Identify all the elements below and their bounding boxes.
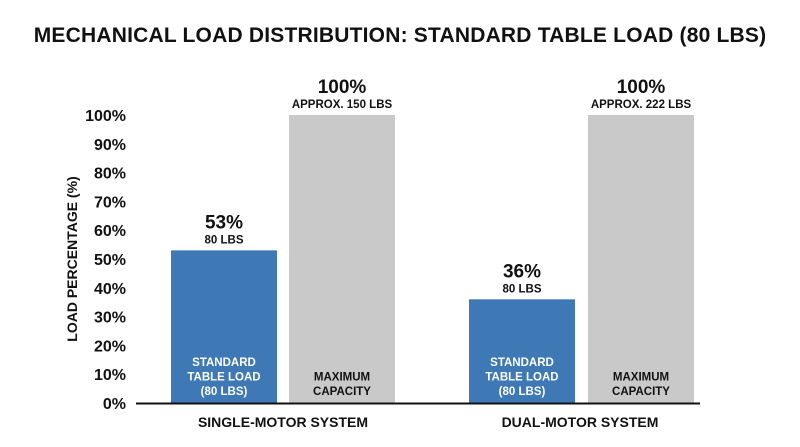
y-tick-label: 90% xyxy=(94,137,126,154)
bar-inner-label: (80 LBS) xyxy=(499,386,546,398)
bar-inner-label: (80 LBS) xyxy=(201,386,248,398)
y-tick-label: 0% xyxy=(103,396,126,413)
data-label-percent: 100% xyxy=(318,77,367,98)
x-group-label: SINGLE-MOTOR SYSTEM xyxy=(198,414,368,430)
bar-inner-label: TABLE LOAD xyxy=(187,372,260,384)
bar-inner-label: MAXIMUM xyxy=(613,372,669,384)
data-label-weight: 80 LBS xyxy=(205,234,244,246)
bar-inner-label: MAXIMUM xyxy=(314,372,370,384)
bar xyxy=(289,115,395,403)
data-label-percent: 100% xyxy=(617,77,666,98)
data-label-percent: 36% xyxy=(503,261,541,282)
y-tick-label: 10% xyxy=(94,367,126,384)
y-tick-label: 40% xyxy=(94,281,126,298)
bar-inner-label: TABLE LOAD xyxy=(485,372,558,384)
y-tick-label: 60% xyxy=(94,223,126,240)
y-axis-label: LOAD PERCENTAGE (%) xyxy=(64,176,80,341)
bar-inner-label: STANDARD xyxy=(490,357,554,369)
bar-inner-label: STANDARD xyxy=(192,357,256,369)
y-tick-label: 100% xyxy=(85,108,126,125)
y-tick-label: 30% xyxy=(94,310,126,327)
y-tick-label: 70% xyxy=(94,194,126,211)
data-label-weight: APPROX. 222 LBS xyxy=(591,99,692,111)
data-label-weight: APPROX. 150 LBS xyxy=(292,99,393,111)
bar-inner-label: CAPACITY xyxy=(313,386,371,398)
y-tick-label: 80% xyxy=(94,166,126,183)
data-label-weight: 80 LBS xyxy=(503,283,542,295)
bar xyxy=(469,299,575,403)
bar-inner-label: CAPACITY xyxy=(612,386,670,398)
x-group-label: DUAL-MOTOR SYSTEM xyxy=(502,414,659,430)
y-tick-label: 50% xyxy=(94,252,126,269)
chart-title: MECHANICAL LOAD DISTRIBUTION: STANDARD T… xyxy=(33,24,767,47)
bar xyxy=(171,250,277,403)
y-tick-label: 20% xyxy=(94,338,126,355)
bar xyxy=(588,115,694,403)
data-label-percent: 53% xyxy=(205,212,243,233)
